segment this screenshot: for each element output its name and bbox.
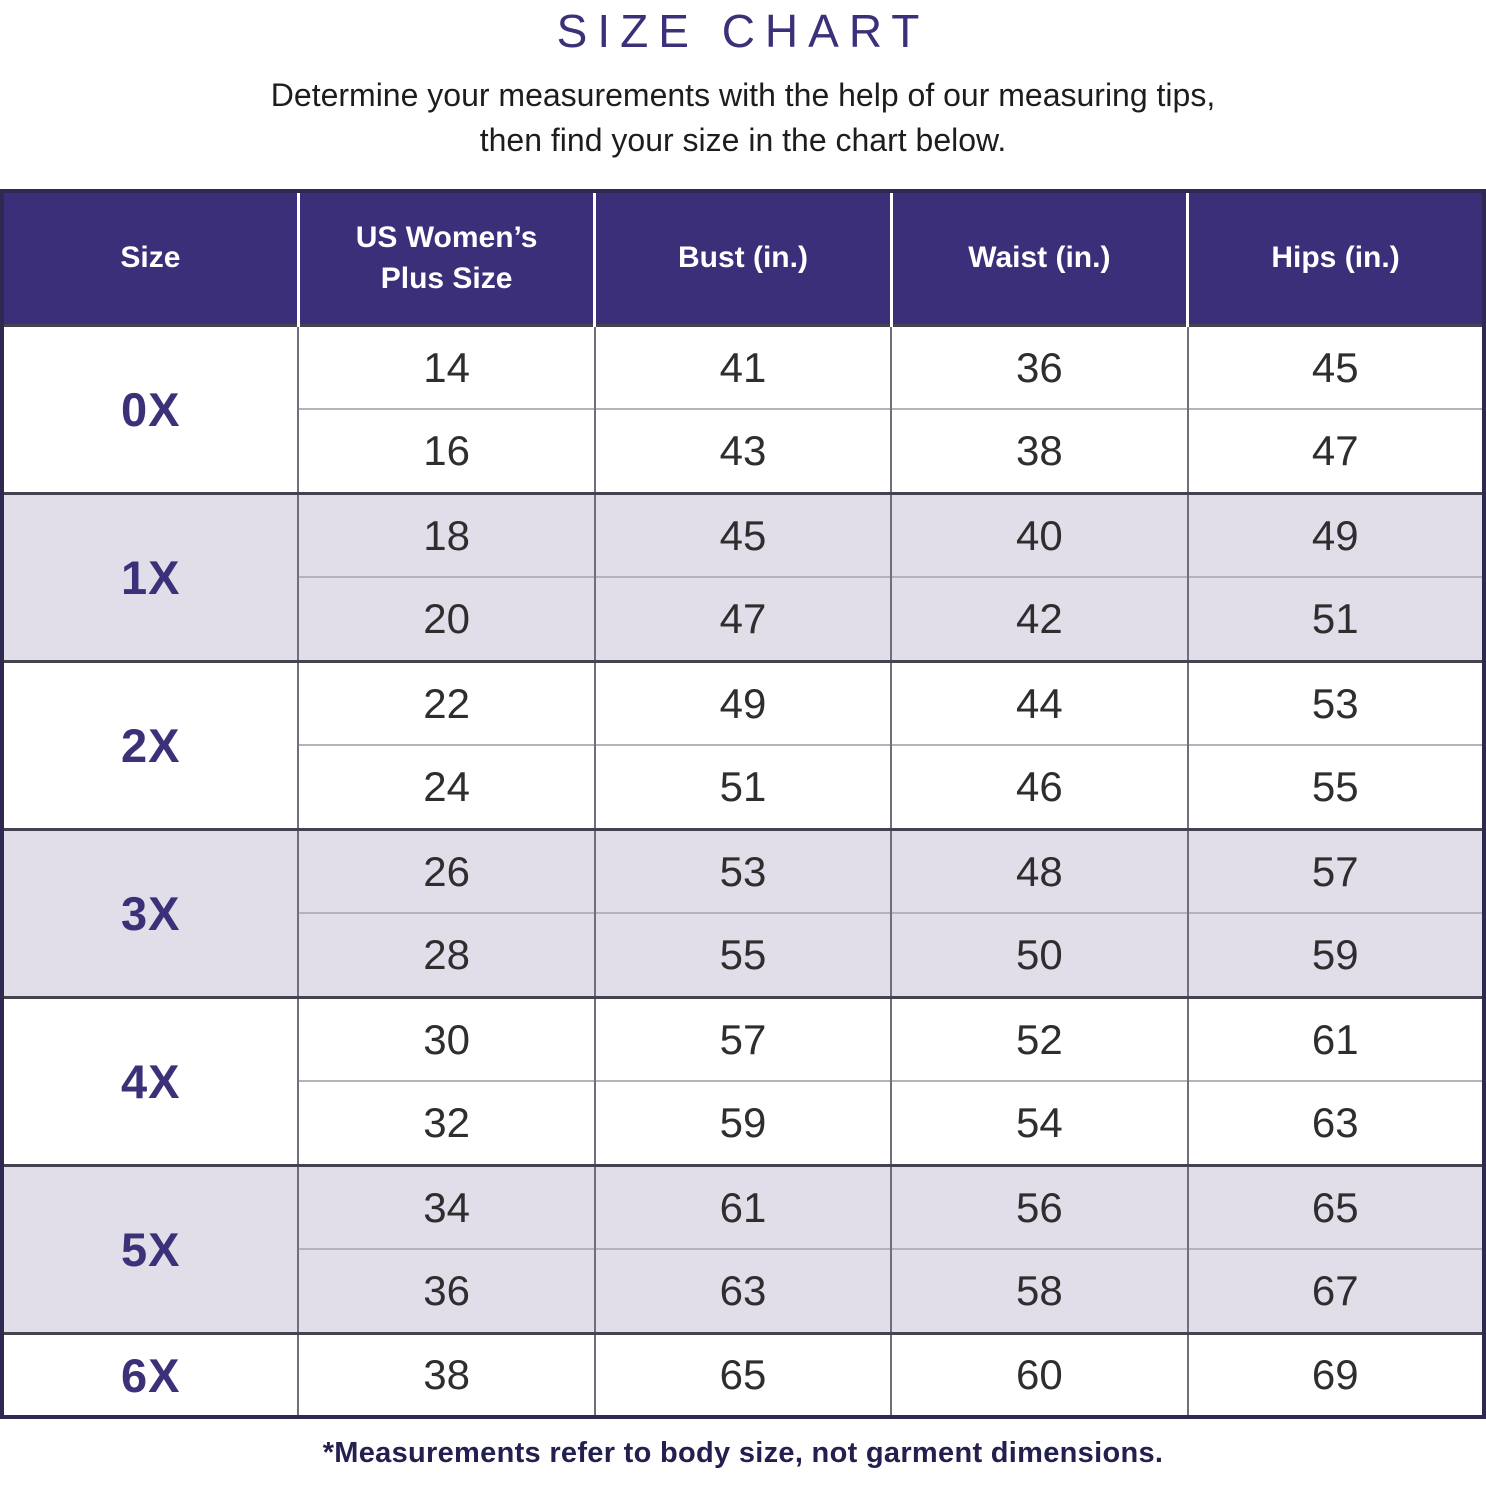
measurement-cell: 41 xyxy=(593,323,892,410)
measurement-cell: 53 xyxy=(593,827,892,914)
measurement-cell: 38 xyxy=(890,408,1188,494)
column-header: Waist (in.) xyxy=(889,191,1188,326)
measurement-cell: 48 xyxy=(890,827,1188,914)
measurement-cell: 52 xyxy=(890,995,1188,1082)
measurement-cell: 24 xyxy=(297,744,595,830)
size-label: 6X xyxy=(2,1331,299,1418)
table-row: 20 47 42 51 xyxy=(2,576,1484,662)
measurement-cell: 49 xyxy=(1186,491,1484,578)
measurement-cell: 44 xyxy=(890,659,1188,746)
column-header: Size xyxy=(2,191,299,326)
column-header: Bust (in.) xyxy=(593,191,892,326)
measurement-cell: 65 xyxy=(593,1331,892,1418)
table-row: 36 63 58 67 xyxy=(2,1248,1484,1334)
size-label: 1X xyxy=(2,491,299,662)
table-header: Size US Women’s Plus Size Bust (in.) Waist … xyxy=(2,191,1484,326)
measurement-cell: 65 xyxy=(1186,1163,1484,1250)
measurement-cell: 30 xyxy=(297,995,595,1082)
measurement-cell: 56 xyxy=(890,1163,1188,1250)
size-label: 4X xyxy=(2,995,299,1166)
header-row: Size US Women’s Plus Size Bust (in.) Waist … xyxy=(2,191,1484,326)
measurement-cell: 28 xyxy=(297,912,595,998)
measurement-cell: 55 xyxy=(593,912,892,998)
measurement-cell: 47 xyxy=(593,576,892,662)
measurement-cell: 61 xyxy=(593,1163,892,1250)
measurement-cell: 51 xyxy=(1186,576,1484,662)
measurement-cell: 59 xyxy=(1186,912,1484,998)
measurement-cell: 67 xyxy=(1186,1248,1484,1334)
measurement-cell: 18 xyxy=(297,491,595,578)
column-header: Hips (in.) xyxy=(1186,191,1484,326)
measurement-cell: 69 xyxy=(1186,1331,1484,1418)
measurement-cell: 53 xyxy=(1186,659,1484,746)
measurement-cell: 46 xyxy=(890,744,1188,830)
measurement-cell: 57 xyxy=(1186,827,1484,914)
table-row: 32 59 54 63 xyxy=(2,1080,1484,1166)
measurement-cell: 43 xyxy=(593,408,892,494)
table-row: 6X 38 65 60 69 xyxy=(2,1331,1484,1418)
measurement-cell: 20 xyxy=(297,576,595,662)
measurement-cell: 49 xyxy=(593,659,892,746)
measurement-cell: 45 xyxy=(593,491,892,578)
measurement-cell: 32 xyxy=(297,1080,595,1166)
measurement-cell: 58 xyxy=(890,1248,1188,1334)
table-row: 24 51 46 55 xyxy=(2,744,1484,830)
size-label: 0X xyxy=(2,323,299,494)
table-row: 2X 22 49 44 53 xyxy=(2,659,1484,830)
measurement-cell: 60 xyxy=(890,1331,1188,1418)
table-row: 1X 18 45 40 49 xyxy=(2,491,1484,662)
measurement-cell: 59 xyxy=(593,1080,892,1166)
measurement-cell: 54 xyxy=(890,1080,1188,1166)
measurement-cell: 16 xyxy=(297,408,595,494)
subtitle-line-2: then find your size in the chart below. xyxy=(479,122,1007,159)
measurement-cell: 45 xyxy=(1186,323,1484,410)
table-body: 0X 14 41 36 45 16 43 38 47 1X 18 45 40 49 20 47 42 51 2X 22… xyxy=(2,323,1484,1418)
subtitle-line-1: Determine your measurements with the hel… xyxy=(270,76,1216,113)
measurement-cell: 55 xyxy=(1186,744,1484,830)
table-row: 4X 30 57 52 61 xyxy=(2,995,1484,1166)
size-label: 2X xyxy=(2,659,299,830)
page-subtitle: Determine your measurements with the hel… xyxy=(0,73,1486,164)
measurement-footnote: *Measurements refer to body size, not ga… xyxy=(322,1437,1164,1470)
measurement-cell: 40 xyxy=(890,491,1188,578)
measurement-cell: 61 xyxy=(1186,995,1484,1082)
table-row: 3X 26 53 48 57 xyxy=(2,827,1484,998)
measurement-cell: 63 xyxy=(593,1248,892,1334)
measurement-cell: 34 xyxy=(297,1163,595,1250)
measurement-cell: 38 xyxy=(297,1331,595,1418)
table-row: 0X 14 41 36 45 xyxy=(2,323,1484,494)
table-row: 16 43 38 47 xyxy=(2,408,1484,494)
measurement-cell: 42 xyxy=(890,576,1188,662)
measurement-cell: 57 xyxy=(593,995,892,1082)
table-row: 28 55 50 59 xyxy=(2,912,1484,998)
measurement-cell: 47 xyxy=(1186,408,1484,494)
measurement-cell: 50 xyxy=(890,912,1188,998)
measurement-cell: 26 xyxy=(297,827,595,914)
measurement-cell: 22 xyxy=(297,659,595,746)
measurement-cell: 14 xyxy=(297,323,595,410)
column-header: US Women’s Plus Size xyxy=(296,191,595,326)
table-row: 5X 34 61 56 65 xyxy=(2,1163,1484,1334)
page-title: SIZE CHART xyxy=(556,5,930,57)
size-chart-table: Size US Women’s Plus Size Bust (in.) Waist … xyxy=(0,189,1486,1420)
measurement-cell: 36 xyxy=(890,323,1188,410)
measurement-cell: 51 xyxy=(593,744,892,830)
measurement-cell: 36 xyxy=(297,1248,595,1334)
size-label: 3X xyxy=(2,827,299,998)
measurement-cell: 63 xyxy=(1186,1080,1484,1166)
size-label: 5X xyxy=(2,1163,299,1334)
